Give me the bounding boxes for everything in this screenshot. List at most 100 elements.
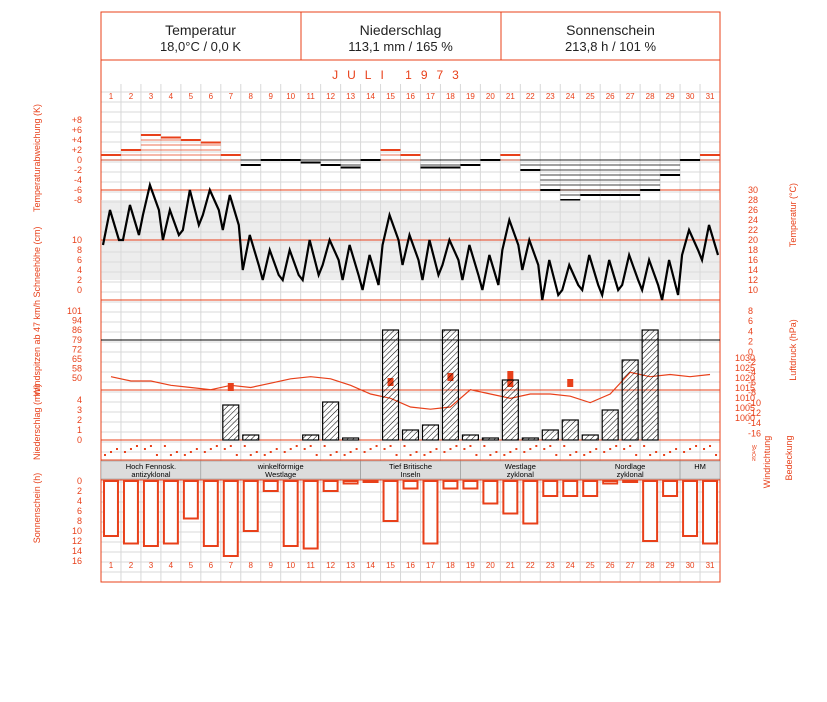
tick-sunshine: 2 [77, 486, 82, 496]
precip-bar [381, 329, 400, 441]
wind-dir-dot [116, 448, 118, 450]
sunshine-bar [462, 480, 479, 490]
tick-sunshine: 8 [77, 516, 82, 526]
wind-dir-dot [715, 454, 718, 456]
day-label-bottom: 27 [626, 561, 635, 570]
day-label-bottom: 28 [646, 561, 655, 570]
wind-dir-dot [615, 445, 618, 447]
tick-pressure-left: -2 [748, 357, 756, 367]
sunshine-bar [222, 480, 239, 557]
axis-title-temperature: Temperatur (°C) [788, 183, 798, 247]
day-label-bottom: 24 [566, 561, 575, 570]
day-label-top: 2 [129, 92, 134, 101]
day-label-bottom: 2 [129, 561, 134, 570]
wind-dir-dot [603, 451, 606, 453]
day-label-bottom: 10 [286, 561, 295, 570]
wind-dir-dot [635, 454, 638, 456]
tick-temperature: 14 [748, 265, 758, 275]
tick-sunshine: 0 [77, 476, 82, 486]
tick-pressure-left: -14 [748, 418, 761, 428]
tick-precip: 3 [77, 405, 82, 415]
wind-dir-dot [443, 451, 446, 453]
weather-type-label: Tief Britische [389, 462, 432, 471]
weather-type-label: zyklonal [617, 470, 644, 479]
tick-precip: 4 [77, 395, 82, 405]
wind-dir-dot [535, 445, 538, 447]
wind-dir-dot [483, 445, 486, 447]
wind-dir-dot [549, 445, 552, 447]
header-title-precipitation: Niederschlag [359, 22, 442, 38]
tick-wind: 65 [72, 354, 82, 364]
sunshine-bar [522, 480, 539, 525]
sunshine-bar [702, 480, 719, 545]
tick-temperature: 18 [748, 245, 758, 255]
tick-sunshine: 14 [72, 546, 82, 556]
sunshine-bar [602, 480, 619, 485]
tick-wind: 58 [72, 364, 82, 374]
tick-wind: 79 [72, 335, 82, 345]
wind-dir-dot [343, 454, 346, 456]
wind-dir-dot [623, 448, 626, 450]
day-label-top: 6 [209, 92, 214, 101]
day-label-bottom: 23 [546, 561, 555, 570]
tick-temperature: 10 [748, 285, 758, 295]
day-label-top: 27 [626, 92, 635, 101]
tick-temp-dev: +8 [72, 115, 82, 125]
precip-bar [461, 434, 479, 441]
wind-dir-dot [595, 448, 598, 450]
wind-dir-dot [383, 448, 386, 450]
wind-dir-dot [695, 445, 698, 447]
day-label-top: 8 [249, 92, 254, 101]
tick-precip: 2 [77, 415, 82, 425]
temperature-line [101, 181, 720, 301]
wind-dir-dot [429, 451, 432, 453]
wind-dir-dot [515, 448, 518, 450]
weather-type-label: zyklonal [507, 470, 534, 479]
wind-dir-dot [415, 451, 418, 453]
day-label-top: 18 [446, 92, 455, 101]
wind-dir-dot [235, 454, 238, 456]
wind-dir-dot [203, 451, 206, 453]
day-label-bottom: 11 [307, 561, 316, 570]
wind-dir-dot [655, 451, 658, 453]
axis-title-precip: Niederschlag (mm) [32, 384, 42, 460]
day-label-bottom: 31 [706, 561, 715, 570]
sunshine-bar [642, 480, 659, 542]
day-label-bottom: 19 [466, 561, 475, 570]
wind-dir-dot [675, 448, 678, 450]
precip-bar [481, 437, 499, 441]
sunshine-bar [162, 480, 179, 545]
tick-temp-dev: -6 [74, 185, 82, 195]
tick-pressure-right: 1010 [735, 393, 755, 403]
day-label-bottom: 3 [149, 561, 154, 570]
wind-dir-dot [249, 454, 252, 456]
day-label-bottom: 22 [526, 561, 535, 570]
day-label-top: 20 [486, 92, 495, 101]
wind-dir-dot [229, 445, 232, 447]
day-label-top: 19 [466, 92, 475, 101]
tick-pressure-left: 4 [748, 326, 753, 336]
wind-dir-dot [255, 451, 258, 453]
wind-dir-dot [209, 448, 212, 450]
tick-sunshine: 16 [72, 556, 82, 566]
day-label-top: 16 [406, 92, 415, 101]
day-label-top: 31 [706, 92, 715, 101]
wind-dir-dot [583, 454, 586, 456]
wind-dir-dot [243, 445, 246, 447]
wind-dir-dot [303, 448, 306, 450]
tick-pressure-right: 1020 [735, 373, 755, 383]
day-label-bottom: 29 [666, 561, 675, 570]
tick-temp-dev: +4 [72, 135, 82, 145]
tick-pressure-right: 1030 [735, 353, 755, 363]
weather-type-label: Hoch Fennosk. [126, 462, 176, 471]
wind-dir-dot [523, 451, 526, 453]
day-label-top: 28 [646, 92, 655, 101]
wind-dir-dot [395, 454, 398, 456]
precip-bar [561, 419, 579, 441]
wind-dir-dot [403, 445, 406, 447]
sunshine-bar [302, 480, 319, 550]
wind-dir-dot [449, 448, 452, 450]
sunshine-bar [422, 480, 439, 545]
sunshine-bar [662, 480, 679, 497]
day-label-top: 9 [268, 92, 273, 101]
